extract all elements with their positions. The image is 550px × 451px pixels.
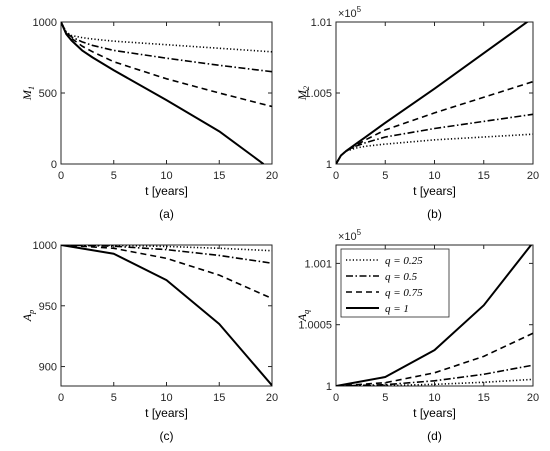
axis-exponent: ×105 [338, 5, 362, 20]
x-tick-label: 0 [58, 170, 64, 182]
x-tick-label: 20 [527, 392, 539, 404]
x-tick-label: 5 [111, 170, 117, 182]
x-tick-label: 10 [160, 392, 172, 404]
y-tick-label: 1.0005 [298, 320, 332, 332]
x-tick-label: 5 [111, 392, 117, 404]
y-axis-label: M2 [295, 85, 311, 101]
panel-a: 0 5 10 15 20 0 500 1000 t [years] M1 (a) [20, 17, 278, 221]
series-line-q-0-75 [336, 332, 533, 386]
y-axis-label-sub: 2 [301, 85, 311, 90]
y-tick-label: 1.005 [304, 88, 332, 100]
y-axis-label-sub: 1 [26, 86, 36, 90]
axis-exponent-base: ×10 [338, 231, 357, 243]
panel-caption: (d) [427, 429, 442, 443]
x-axis-label: t [years] [413, 406, 456, 420]
x-tick-label: 20 [527, 170, 539, 182]
x-axis-label: t [years] [413, 184, 456, 198]
x-tick-label: 10 [160, 170, 172, 182]
panel-caption: (b) [427, 207, 442, 221]
series-line-q-0-5 [61, 22, 272, 73]
x-tick-label: 20 [266, 392, 278, 404]
series-line-q-0-25 [336, 378, 533, 386]
x-tick-label: 0 [58, 392, 64, 404]
series-line-q-0-75 [61, 245, 272, 300]
panel-caption: (c) [160, 429, 174, 443]
x-tick-label: 15 [478, 392, 490, 404]
y-tick-label: 1.001 [304, 258, 332, 270]
y-tick-label: 1000 [33, 17, 57, 29]
series-line-q-0-25 [336, 133, 533, 164]
axes-box [60, 244, 273, 387]
y-axis-label-sub: p [26, 310, 36, 315]
x-tick-label: 5 [382, 170, 388, 182]
y-axis-label-main: A [295, 313, 309, 322]
series-group [61, 245, 272, 386]
axes-box [60, 21, 273, 165]
series-line-q-0-25 [61, 22, 272, 53]
y-tick-label: 900 [39, 362, 57, 374]
series-group [336, 22, 533, 164]
series-line-q-0-5 [336, 364, 533, 386]
series-group [61, 22, 272, 164]
x-axis-label: t [years] [145, 406, 188, 420]
x-tick-label: 5 [382, 392, 388, 404]
y-axis-label-main: M [295, 89, 309, 101]
y-axis-label-main: M [20, 89, 34, 101]
x-tick-label: 10 [428, 392, 440, 404]
y-tick-label: 1 [326, 159, 332, 171]
x-tick-label: 10 [428, 170, 440, 182]
x-tick-label: 20 [266, 170, 278, 182]
series-line-q-0-5 [61, 245, 272, 265]
series-line-q-0-75 [61, 22, 272, 108]
panel-c: 0 5 10 15 20 900 950 1000 t [years] Ap (c) [20, 240, 278, 443]
series-line-q-0-25 [61, 245, 272, 252]
x-tick-label: 0 [333, 392, 339, 404]
series-line-q-1 [336, 245, 533, 386]
y-tick-label: 0 [51, 159, 57, 171]
y-tick-label: 950 [39, 301, 57, 313]
panel-caption: (a) [159, 207, 174, 221]
series-group [336, 245, 533, 386]
series-line-q-0-5 [336, 113, 533, 164]
x-tick-label: 15 [478, 170, 490, 182]
axis-exponent-power: 5 [357, 5, 362, 14]
axis-exponent: ×105 [338, 228, 362, 243]
legend-entry: q = 1 [385, 303, 409, 315]
series-line-q-1 [61, 22, 265, 164]
x-tick-label: 15 [213, 392, 225, 404]
x-tick-label: 15 [213, 170, 225, 182]
legend-entry: q = 0.5 [385, 271, 418, 283]
y-axis-label: Aq [295, 309, 311, 322]
series-line-q-0-75 [336, 80, 533, 164]
legend-box [340, 248, 450, 318]
series-line-q-1 [61, 245, 272, 386]
y-tick-label: 500 [39, 88, 57, 100]
series-line-q-1 [336, 22, 529, 164]
x-tick-label: 0 [333, 170, 339, 182]
axis-exponent-base: ×10 [338, 8, 357, 20]
y-tick-label: 1000 [33, 240, 57, 252]
y-axis-label: Ap [20, 310, 36, 323]
legend: q = 0.25 q = 0.5 q = 0.75 q = 1 [340, 248, 450, 318]
legend-entry: q = 0.75 [385, 287, 423, 299]
y-axis-label-sub: q [301, 309, 311, 314]
x-axis-label: t [years] [145, 184, 188, 198]
legend-entry: q = 0.25 [385, 255, 423, 267]
y-tick-label: 1 [326, 381, 332, 393]
y-axis-label: M1 [20, 86, 36, 101]
y-axis-label-main: A [20, 313, 34, 322]
axis-exponent-power: 5 [357, 228, 362, 237]
y-tick-label: 1.01 [311, 17, 332, 29]
